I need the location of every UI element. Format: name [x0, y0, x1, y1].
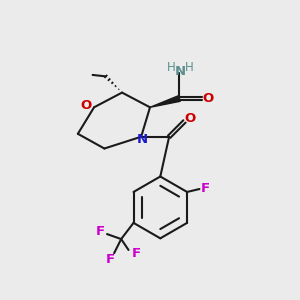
Text: F: F: [106, 253, 115, 266]
Text: H: H: [167, 61, 176, 74]
Polygon shape: [150, 96, 180, 107]
Text: F: F: [201, 182, 210, 195]
Text: O: O: [185, 112, 196, 125]
Text: N: N: [137, 133, 148, 146]
Text: H: H: [185, 61, 194, 74]
Text: O: O: [80, 99, 92, 112]
Text: N: N: [175, 64, 186, 78]
Text: F: F: [131, 247, 140, 260]
Text: F: F: [96, 225, 105, 238]
Text: O: O: [202, 92, 214, 105]
